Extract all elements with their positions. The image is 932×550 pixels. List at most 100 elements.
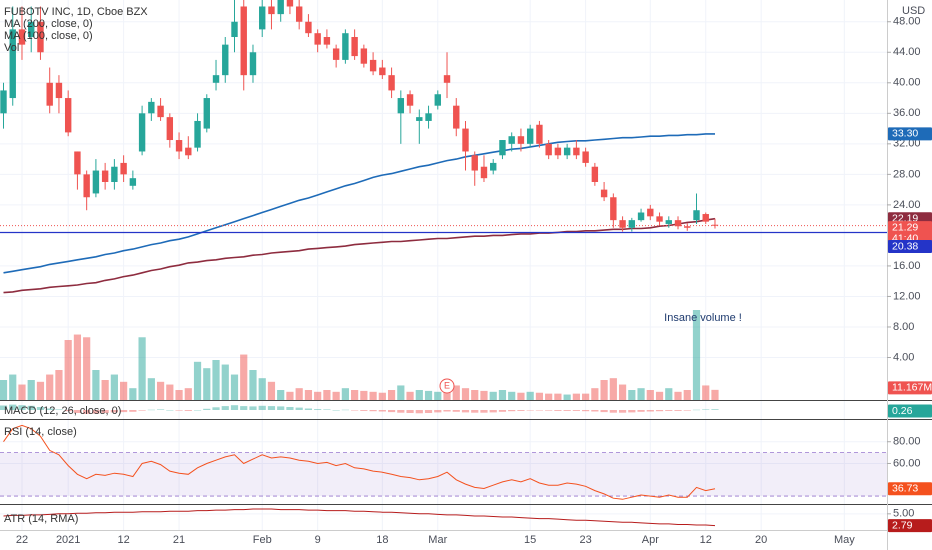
candle-body <box>46 82 53 106</box>
y-tick-label: 16.00 <box>893 260 921 272</box>
legend-atr[interactable]: ATR (14, RMA) <box>4 513 78 525</box>
price-box <box>888 127 932 141</box>
earnings-marker[interactable] <box>439 378 455 394</box>
x-tick-label: 12 <box>700 534 712 546</box>
volume-bar <box>526 391 534 400</box>
plot-layer <box>0 0 887 530</box>
macd-bar <box>295 407 303 410</box>
candle-body <box>647 208 654 217</box>
macd-bar <box>212 407 220 410</box>
price-box-label: 20.38 <box>892 240 918 252</box>
volume-bar <box>406 391 414 400</box>
candle-body <box>332 48 340 60</box>
macd-bar <box>221 406 229 410</box>
macd-bar <box>582 410 590 412</box>
candle-body <box>471 155 478 171</box>
macd-bar <box>203 408 211 410</box>
macd-bar <box>147 409 155 411</box>
macd-bar <box>341 409 349 411</box>
x-tick-label: Feb <box>253 534 272 546</box>
volume-bar <box>415 390 423 400</box>
macd-bar <box>92 410 100 414</box>
volume-bar <box>665 388 673 400</box>
macd-bar <box>184 410 192 411</box>
macd-bar <box>83 410 91 414</box>
volume-bar <box>360 390 368 400</box>
macd-bar <box>258 405 266 410</box>
macd-bar <box>138 410 146 411</box>
y-tick-label: 40.00 <box>893 77 921 89</box>
macd-bar <box>304 408 313 410</box>
macd-bar <box>461 410 470 413</box>
legend-title[interactable]: FUBOTV INC, 1D, Cboe BZX <box>4 6 148 18</box>
macd-bar <box>471 410 479 413</box>
legend-ma200[interactable]: MA (200, close, 0) <box>4 18 93 30</box>
candle-body <box>305 21 312 34</box>
price-box-label: 11.167M <box>892 382 932 394</box>
candle-body <box>480 166 488 179</box>
candle-body <box>342 33 349 60</box>
candle-body <box>406 94 414 106</box>
candle-body <box>222 44 229 76</box>
candle-body <box>563 147 571 156</box>
volume-bar <box>230 374 239 400</box>
volume-bar <box>517 392 525 400</box>
y-tick-label: 24.00 <box>893 199 921 211</box>
macd-bar <box>489 410 497 413</box>
earnings-label[interactable]: E <box>444 380 450 390</box>
candle-body <box>37 21 44 53</box>
volume-bar <box>212 360 220 400</box>
macd-bar <box>193 410 202 411</box>
candle-body <box>277 0 284 15</box>
candle-body <box>18 29 26 45</box>
macd-bar <box>55 409 63 410</box>
volume-bar <box>147 378 155 400</box>
candle-body <box>388 75 395 91</box>
candle-body <box>610 197 617 221</box>
legend-rsi[interactable]: RSI (14, close) <box>4 426 77 438</box>
volume-bar <box>591 388 599 400</box>
volume-bar <box>73 334 82 400</box>
x-tick-label: 23 <box>579 534 591 546</box>
candle-body <box>526 128 534 144</box>
volume-bar <box>582 393 590 400</box>
volume-bar <box>138 337 146 400</box>
macd-bar <box>692 409 701 411</box>
macd-bar <box>508 410 516 412</box>
candle-body <box>443 75 451 83</box>
candle-body <box>656 216 663 222</box>
volume-bar <box>120 381 128 400</box>
candle-body <box>148 101 155 114</box>
rsi-line <box>3 424 716 500</box>
macd-bar <box>655 410 664 412</box>
legend-macd[interactable]: MACD (12, 26, close, 0) <box>4 405 121 417</box>
price-box <box>888 240 932 254</box>
legend-ma100[interactable]: MA (100, close, 0) <box>4 30 93 42</box>
volume-bar <box>267 381 276 400</box>
y-tick-label: 44.00 <box>893 46 921 58</box>
candle-body <box>619 220 626 228</box>
macd-bar <box>64 410 72 412</box>
price-box-label: 0.26 <box>892 405 913 417</box>
macd-bar <box>526 410 534 411</box>
volume-bar <box>674 391 682 400</box>
candle-body <box>166 117 174 141</box>
volume-bar <box>628 390 636 400</box>
macd-bar <box>554 410 562 411</box>
candle-body <box>711 224 719 226</box>
candle-body <box>120 162 127 175</box>
candle-body <box>434 94 441 106</box>
volume-bar <box>572 393 580 400</box>
price-box <box>888 221 932 246</box>
y-tick-label: 28.00 <box>893 168 921 180</box>
legend-volume[interactable]: Vol <box>4 42 19 54</box>
macd-bar <box>498 410 507 412</box>
macd-bar <box>683 410 691 411</box>
candle-body <box>693 210 700 221</box>
volume-bar <box>221 364 229 400</box>
candle-body <box>379 67 386 76</box>
candle-body <box>499 140 506 156</box>
candle-body <box>508 136 515 144</box>
volume-bar <box>101 380 109 400</box>
candle-body <box>490 162 497 171</box>
